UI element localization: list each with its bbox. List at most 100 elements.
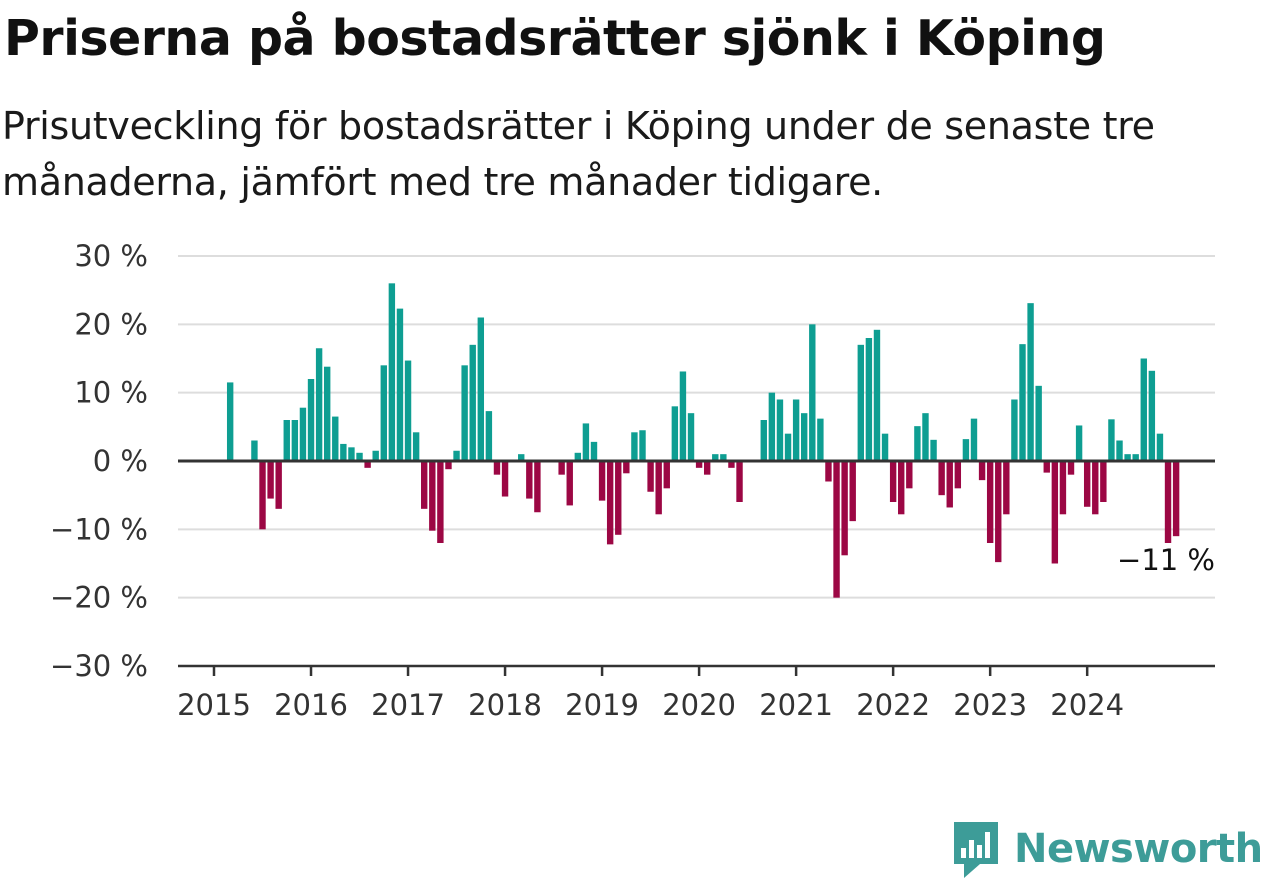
bar — [582, 423, 590, 461]
bar — [380, 365, 387, 461]
bar — [962, 439, 970, 461]
bar — [647, 461, 654, 492]
bar — [558, 461, 565, 475]
gridlines — [178, 255, 1215, 599]
bars — [226, 283, 1180, 598]
y-tick-label: 0 % — [93, 444, 148, 478]
bar — [817, 418, 824, 461]
bar — [340, 443, 347, 461]
bar — [922, 413, 929, 461]
bar — [1059, 461, 1067, 515]
bar — [695, 461, 703, 468]
bar — [1043, 461, 1050, 473]
bar — [1011, 399, 1018, 461]
bar — [275, 461, 282, 509]
x-tick-label: 2018 — [468, 688, 542, 722]
bar — [461, 365, 468, 461]
bar — [404, 360, 412, 461]
bar — [1116, 440, 1123, 461]
x-tick-label: 2019 — [565, 688, 639, 722]
bar — [849, 461, 856, 522]
bar — [1019, 344, 1026, 461]
bar — [655, 461, 662, 515]
bar — [396, 308, 404, 461]
bar — [938, 461, 945, 496]
bar — [995, 461, 1002, 563]
y-tick-label: 20 % — [74, 307, 148, 341]
newsworthy-logo-text: Newsworthy — [1014, 826, 1262, 872]
bar — [267, 461, 274, 499]
bar — [364, 461, 371, 468]
bar — [518, 454, 525, 461]
bar — [970, 418, 978, 461]
bar — [1027, 303, 1034, 461]
x-tick-label: 2015 — [177, 688, 251, 722]
bar — [1035, 385, 1042, 461]
bar — [906, 461, 913, 489]
bar — [914, 426, 921, 461]
bar — [833, 461, 840, 598]
bar — [566, 461, 573, 506]
bar — [299, 407, 307, 461]
bar — [1148, 370, 1156, 461]
bar — [1067, 461, 1075, 475]
chart-title: Priserna på bostadsrätter sjönk i Köping — [4, 10, 1106, 67]
bar — [356, 452, 363, 461]
y-tick-label: 10 % — [74, 376, 148, 410]
bar — [332, 416, 339, 461]
bar — [534, 461, 541, 513]
bar — [477, 317, 485, 461]
bar — [348, 447, 355, 461]
bar — [703, 461, 711, 475]
axes — [178, 459, 1215, 676]
y-tick-label: 30 % — [74, 239, 148, 273]
bar — [445, 461, 452, 470]
bar — [1172, 461, 1180, 537]
bar — [728, 461, 735, 468]
bar — [1132, 454, 1139, 461]
x-tick-label: 2020 — [662, 688, 736, 722]
bar — [930, 439, 937, 461]
bar — [606, 461, 614, 545]
bar — [226, 382, 234, 461]
bar — [865, 338, 873, 461]
bar — [841, 461, 848, 556]
bar — [598, 461, 606, 501]
bar — [687, 413, 695, 461]
bar — [639, 430, 646, 461]
bar — [784, 433, 792, 461]
bar — [1083, 461, 1091, 507]
bar — [1003, 461, 1010, 515]
bar — [954, 461, 962, 489]
x-tick-label: 2016 — [274, 688, 348, 722]
bar — [946, 461, 953, 508]
bar — [1156, 433, 1164, 461]
bar-chart: 30 % 20 % 10 % 0 % −10 % −20 % −30 % 2015 2016 20… — [50, 239, 1215, 722]
bar — [768, 392, 776, 461]
bar — [792, 399, 800, 461]
bar — [801, 413, 808, 461]
bar — [679, 371, 687, 461]
bar — [437, 461, 444, 543]
bar — [291, 420, 299, 461]
bar — [631, 432, 638, 461]
bar — [857, 344, 864, 461]
bar — [663, 461, 670, 489]
y-tick-label: −30 % — [50, 649, 148, 683]
bar — [736, 461, 743, 502]
bar — [978, 461, 986, 481]
bar — [372, 450, 379, 461]
bar — [615, 461, 622, 535]
bar — [283, 420, 290, 461]
y-tick-label: −20 % — [50, 581, 148, 615]
bar — [315, 348, 323, 461]
bar — [485, 411, 493, 461]
x-tick-label: 2023 — [953, 688, 1027, 722]
chart-subtitle: Prisutveckling för bostadsrätter i Köpin… — [2, 104, 1155, 204]
bar — [307, 379, 315, 461]
bar — [760, 420, 767, 461]
bar — [1100, 461, 1107, 502]
bar — [469, 344, 476, 461]
newsworthy-logo-icon — [954, 822, 998, 878]
bar — [501, 461, 509, 497]
